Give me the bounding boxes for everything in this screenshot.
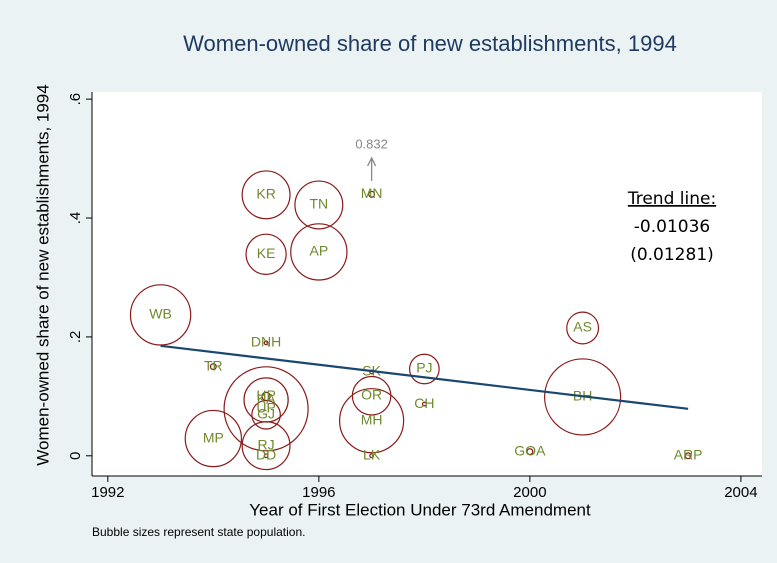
point-label: GJ xyxy=(257,405,275,421)
bubble xyxy=(263,340,269,346)
point-label: UP xyxy=(256,400,275,416)
y-tick-label: .6 xyxy=(67,93,84,106)
x-tick-label: 1992 xyxy=(91,484,124,501)
point-label: HP xyxy=(256,387,275,403)
point-label: CH xyxy=(414,395,434,411)
point-label: KE xyxy=(257,245,276,261)
point-label: PJ xyxy=(416,360,432,376)
point-label: AP xyxy=(310,243,329,259)
x-tick-label: 1996 xyxy=(302,484,335,501)
note: Bubble sizes represent state population. xyxy=(92,525,305,539)
bubble xyxy=(241,170,291,220)
trend-slope: -0.01036 xyxy=(634,217,710,237)
trend-heading: Trend line: xyxy=(627,189,716,209)
point-label: OR xyxy=(361,386,382,402)
y-tick-label: .4 xyxy=(67,212,84,225)
trend-se: (0.01281) xyxy=(630,245,714,265)
point-label: RJ xyxy=(258,436,275,452)
point-label: MP xyxy=(203,429,224,445)
arrow-head xyxy=(367,156,377,167)
point-label: KR xyxy=(256,186,275,202)
trend-line xyxy=(160,344,689,410)
point-label: LK xyxy=(363,446,381,462)
point-label: DNH xyxy=(251,334,281,350)
bubble xyxy=(241,421,291,471)
bubble xyxy=(263,453,269,459)
bubble xyxy=(566,311,600,345)
bubble xyxy=(251,399,281,430)
bubble xyxy=(290,223,348,281)
y-tick-label: 0 xyxy=(67,452,84,460)
y-axis-title: Women-owned share of new establishments,… xyxy=(33,84,52,465)
bubble xyxy=(209,363,217,371)
bubble xyxy=(684,452,692,460)
y-tick-label: .2 xyxy=(67,331,84,344)
bubble xyxy=(421,401,427,407)
annotation: 0.832 xyxy=(355,136,388,151)
point-label: KA xyxy=(257,391,276,407)
bubble xyxy=(544,358,622,436)
point-label: AS xyxy=(573,319,592,335)
bubble xyxy=(129,284,192,346)
x-axis-title: Year of First Election Under 73rd Amendm… xyxy=(249,500,591,519)
bubble xyxy=(408,353,440,385)
bubble xyxy=(526,448,534,456)
point-label: MN xyxy=(361,185,383,201)
bubble xyxy=(369,453,375,459)
point-label: WB xyxy=(149,306,172,322)
plot-area xyxy=(92,92,762,476)
chart-title: Women-owned share of new establishments,… xyxy=(183,31,677,56)
bubble xyxy=(338,388,405,454)
point-label: ARP xyxy=(674,446,703,462)
point-label: TR xyxy=(204,357,223,373)
x-tick-label: 2000 xyxy=(513,484,546,501)
bubble xyxy=(223,366,309,452)
bubble xyxy=(245,233,287,275)
point-label: MH xyxy=(361,411,383,427)
bubble xyxy=(184,409,243,468)
point-label: GOA xyxy=(514,442,546,458)
x-tick-label: 2004 xyxy=(724,484,757,501)
point-label: TN xyxy=(310,196,329,212)
bubble xyxy=(368,190,376,198)
point-label: DD xyxy=(256,446,276,462)
bubble xyxy=(294,180,344,230)
